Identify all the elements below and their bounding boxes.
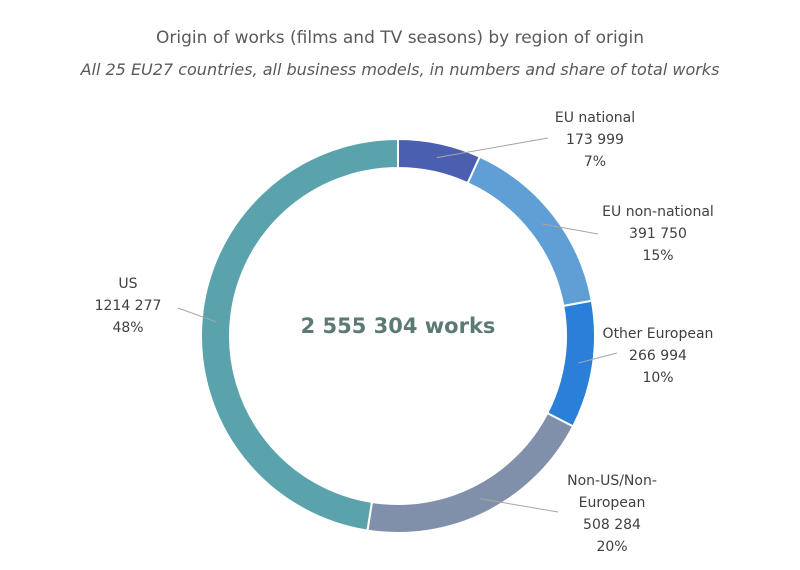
donut-slice-us — [200, 137, 399, 532]
leader-line — [480, 498, 559, 513]
leader-line — [541, 223, 599, 235]
center-total-label: 2 555 304 works — [301, 314, 496, 338]
donut-slice-other-european — [545, 299, 596, 428]
data-label: EU non-national 391 750 15% — [602, 204, 714, 264]
leader-line — [177, 307, 217, 323]
data-label: EU national 173 999 7% — [555, 110, 635, 170]
donut-slice-eu-non-national — [466, 155, 593, 308]
donut-slice-eu-national — [397, 137, 482, 185]
data-label: Non-US/Non-European 508 284 20% — [567, 473, 657, 555]
leader-line — [578, 352, 618, 364]
data-label: US 1214 277 48% — [95, 276, 162, 336]
chart-title: Origin of works (films and TV seasons) b… — [156, 28, 644, 48]
data-label: Other European 266 994 10% — [603, 326, 714, 386]
leader-line — [436, 137, 549, 159]
chart-subtitle: All 25 EU27 countries, all business mode… — [80, 60, 720, 79]
donut-slice-non-us-non-european — [366, 411, 575, 534]
